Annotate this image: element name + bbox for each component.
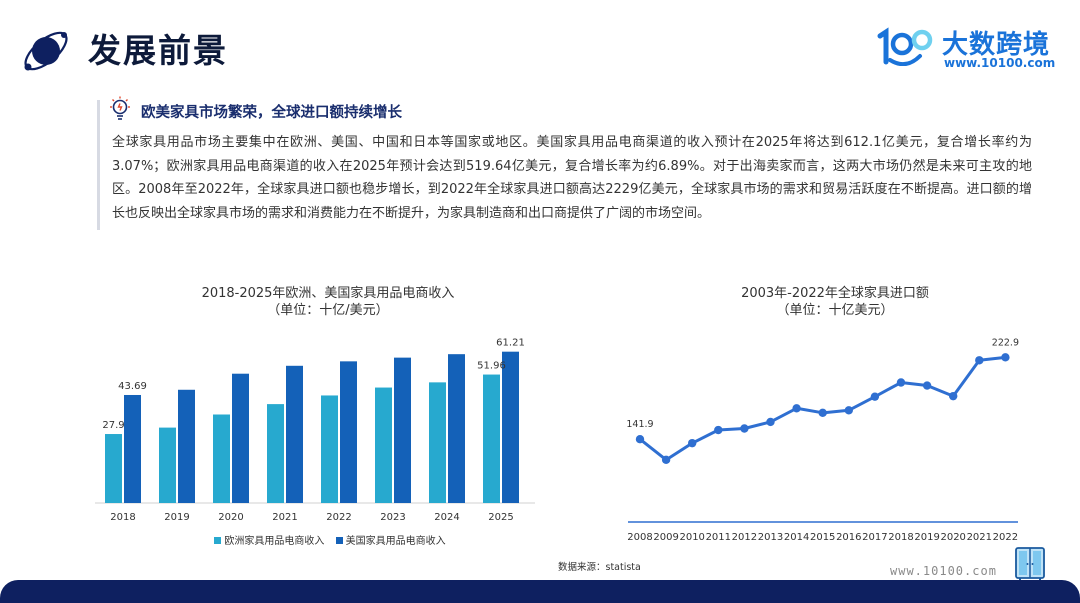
x-tick-label-2019: 2019 — [914, 532, 939, 543]
line-point-2015 — [818, 408, 827, 418]
x-tick-label-2021: 2021 — [967, 532, 992, 543]
line-point-2019 — [922, 381, 932, 390]
legend-label-europe: 欧洲家具用品电商收入 — [224, 536, 325, 547]
line-point-2009 — [661, 455, 671, 465]
x-tick-label-2018: 2018 — [110, 512, 135, 523]
x-tick-label-2020: 2020 — [940, 532, 965, 543]
line-point-2011 — [714, 425, 723, 435]
bar-europe-2022 — [321, 395, 338, 503]
bar-data-label: 27.9 — [102, 420, 124, 431]
bar-usa-2020 — [232, 373, 249, 503]
section-body: 全球家具用品市场主要集中在欧洲、美国、中国和日本等国家或地区。美国家具用品电商渠… — [112, 135, 1032, 221]
line-point-2018 — [896, 378, 906, 387]
bar-usa-2024 — [448, 354, 465, 503]
line-point-2017 — [870, 392, 880, 401]
brand-url[interactable]: www.10100.com — [944, 56, 1056, 70]
bar-usa-2021 — [286, 365, 303, 503]
x-tick-label-2015: 2015 — [810, 532, 835, 543]
x-tick-label-2014: 2014 — [784, 532, 809, 543]
footer-band — [0, 580, 1080, 603]
bar-data-label: 43.69 — [118, 381, 147, 392]
x-tick-label-2021: 2021 — [272, 512, 297, 523]
bar-usa-2022 — [340, 361, 357, 503]
x-tick-label-2022: 2022 — [993, 532, 1018, 543]
bar-usa-2019 — [178, 389, 195, 503]
line-data-label: 141.9 — [626, 419, 653, 430]
x-tick-label-2012: 2012 — [732, 532, 757, 543]
x-tick-label-2020: 2020 — [218, 512, 243, 523]
legend-swatch-usa — [335, 537, 343, 544]
x-tick-label-2018: 2018 — [888, 532, 913, 543]
line-chart-subtitle: （单位：十亿美元） — [776, 303, 894, 318]
line-point-2021 — [975, 356, 984, 365]
legend-swatch-europe — [214, 537, 222, 544]
data-source: 数据来源：statista — [558, 562, 641, 573]
x-tick-label-2019: 2019 — [164, 512, 189, 523]
x-tick-label-2024: 2024 — [434, 512, 459, 523]
bar-europe-2021 — [267, 404, 284, 503]
legend-label-usa: 美国家具用品电商收入 — [345, 536, 446, 547]
x-tick-label-2017: 2017 — [862, 532, 887, 543]
bar-usa-2018 — [124, 394, 141, 503]
line-point-2016 — [844, 406, 853, 415]
brand-name: 大数跨境 — [942, 30, 1051, 60]
x-tick-label-2023: 2023 — [380, 512, 405, 523]
bar-europe-2020 — [213, 414, 230, 503]
line-point-2022 — [1001, 353, 1010, 362]
section-heading: 欧美家具市场繁荣，全球进口额持续增长 — [141, 105, 402, 121]
bar-usa-2025 — [502, 351, 519, 503]
planet-logo-icon — [24, 31, 68, 71]
lightbulb-icon — [110, 96, 130, 120]
line-chart-title-text: 2003年-2022年全球家具进口额 — [741, 286, 929, 301]
cabinet-icon — [1015, 547, 1045, 581]
bar-chart: 2018 2019 2020 2021 2022 2023 2024 2025 27.9 43.6… — [95, 338, 535, 523]
x-tick-label-2011: 2011 — [706, 532, 731, 543]
bar-chart-subtitle: （单位：十亿/美元） — [267, 303, 389, 318]
line-point-2012 — [740, 424, 749, 433]
line-point-2008 — [635, 435, 645, 444]
line-point-2013 — [766, 417, 775, 427]
x-tick-label-2016: 2016 — [836, 532, 861, 543]
brand-logo-icon — [877, 27, 933, 66]
bar-europe-2025 — [483, 374, 500, 503]
section-accent-bar — [97, 100, 100, 230]
bar-europe-2018 — [105, 434, 122, 503]
x-tick-label-2008: 2008 — [627, 532, 652, 543]
x-tick-label-2025: 2025 — [488, 512, 513, 523]
x-tick-label-2009: 2009 — [653, 532, 678, 543]
bar-chart-legend: 欧洲家具用品电商收入 美国家具用品电商收入 — [130, 532, 530, 547]
bar-chart-title-text: 2018-2025年欧洲、美国家具用品电商收入 — [201, 286, 455, 301]
x-tick-label-2010: 2010 — [679, 532, 704, 543]
page-title: 发展前景 — [88, 31, 228, 70]
x-tick-label-2013: 2013 — [758, 532, 783, 543]
brand-logo: 大数跨境 www.10100.com — [876, 24, 1056, 74]
bar-europe-2023 — [375, 387, 392, 503]
bar-chart-title: 2018-2025年欧洲、美国家具用品电商收入 （单位：十亿/美元） — [118, 285, 538, 319]
bar-data-label: 51.96 — [477, 361, 506, 372]
line-chart: 2008 2009 2010 2011 2012 2013 2014 2015 2016 2017… — [626, 337, 1019, 543]
legend-item-europe: 欧洲家具用品电商收入 — [214, 532, 324, 547]
legend-item-usa: 美国家具用品电商收入 — [335, 532, 446, 547]
line-chart-title: 2003年-2022年全球家具进口额 （单位：十亿美元） — [650, 285, 1020, 319]
line-point-2010 — [688, 438, 697, 448]
line-point-2020 — [949, 391, 958, 401]
line-data-label: 222.9 — [992, 337, 1019, 348]
bar-data-label: 61.21 — [496, 338, 525, 349]
footer-url[interactable]: www.10100.com — [890, 564, 997, 578]
bar-europe-2019 — [159, 427, 176, 503]
x-tick-label-2022: 2022 — [326, 512, 351, 523]
bar-europe-2024 — [429, 382, 446, 503]
line-point-2014 — [792, 404, 801, 413]
bar-usa-2023 — [394, 357, 411, 503]
